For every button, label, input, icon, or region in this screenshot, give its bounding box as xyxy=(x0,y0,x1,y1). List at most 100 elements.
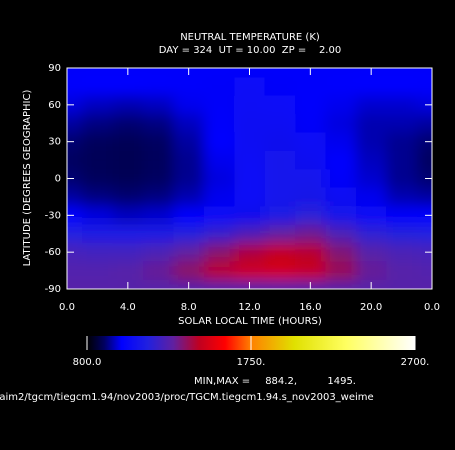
heatmap-cell xyxy=(67,187,84,208)
heatmap-cell xyxy=(325,224,357,244)
heatmap-cell xyxy=(203,132,236,152)
heatmap-cell xyxy=(234,261,266,281)
heatmap-cell xyxy=(143,77,175,97)
heatmap-cell xyxy=(295,224,327,244)
colorbar-tick-label: 800.0 xyxy=(73,357,102,368)
heatmap-cell xyxy=(173,187,205,208)
heatmap-cell xyxy=(203,187,236,208)
x-tick-label: 20.0 xyxy=(360,302,382,313)
heatmap-cell xyxy=(173,77,205,97)
heatmap-cell xyxy=(355,114,388,134)
heatmap-cell xyxy=(386,261,418,281)
heatmap-cells xyxy=(67,68,432,289)
heatmap-cell xyxy=(416,206,432,226)
heatmap-cell xyxy=(143,68,175,79)
heatmap-cell xyxy=(67,279,84,289)
heatmap-cell xyxy=(355,242,388,263)
heatmap-cell xyxy=(416,279,432,289)
x-tick-label: 0.0 xyxy=(424,302,440,313)
heatmap-cell xyxy=(203,77,236,97)
heatmap-cell xyxy=(325,68,357,79)
heatmap-cell xyxy=(82,224,114,244)
heatmap-cell xyxy=(355,187,388,208)
heatmap-cell xyxy=(82,169,114,189)
heatmap-cell xyxy=(295,132,327,152)
heatmap-cell xyxy=(143,261,175,281)
heatmap-cell xyxy=(264,187,297,208)
heatmap-cell xyxy=(264,132,297,152)
heatmap-cell xyxy=(203,114,236,134)
heatmap-cell xyxy=(234,242,266,263)
heatmap-cell xyxy=(143,279,175,289)
heatmap-cell xyxy=(386,132,418,152)
heatmap-cell xyxy=(295,169,327,189)
heatmap-cell xyxy=(234,132,266,152)
heatmap-cell xyxy=(355,261,388,281)
heatmap-cell xyxy=(295,206,327,226)
heatmap-cell xyxy=(67,206,84,226)
heatmap-cell xyxy=(203,206,236,226)
heatmap-cell xyxy=(295,242,327,263)
heatmap-cell xyxy=(67,242,84,263)
heatmap-cell xyxy=(416,132,432,152)
heatmap-cell xyxy=(203,68,236,79)
heatmap-cell xyxy=(416,95,432,116)
heatmap-cell xyxy=(173,114,205,134)
heatmap-cell xyxy=(203,150,236,171)
colorbar-tick-label: 2700. xyxy=(401,357,430,368)
heatmap-cell xyxy=(67,132,84,152)
heatmap-cell xyxy=(203,169,236,189)
heatmap-cell xyxy=(82,114,114,134)
heatmap-cell xyxy=(386,150,418,171)
heatmap-cell xyxy=(112,77,145,97)
heatmap-cell xyxy=(325,279,357,289)
heatmap-cell xyxy=(355,279,388,289)
heatmap-cell xyxy=(67,77,84,97)
heatmap-cell xyxy=(173,206,205,226)
heatmap-cell xyxy=(264,242,297,263)
x-tick-label: 0.0 xyxy=(59,302,75,313)
heatmap-cell xyxy=(386,95,418,116)
heatmap-cell xyxy=(67,150,84,171)
y-tick-label: 60 xyxy=(48,100,61,111)
heatmap-cell xyxy=(325,132,357,152)
heatmap-cell xyxy=(264,279,297,289)
heatmap-cell xyxy=(264,261,297,281)
heatmap-cell xyxy=(82,77,114,97)
x-tick-label: 4.0 xyxy=(120,302,136,313)
heatmap-cell xyxy=(67,114,84,134)
heatmap-cell xyxy=(173,242,205,263)
heatmap-cell xyxy=(112,95,145,116)
heatmap-cell xyxy=(355,224,388,244)
heatmap-cell xyxy=(264,68,297,79)
heatmap-cell xyxy=(82,68,114,79)
heatmap-cell xyxy=(173,150,205,171)
x-tick-label: 16.0 xyxy=(299,302,321,313)
heatmap xyxy=(67,68,432,289)
heatmap-cell xyxy=(386,279,418,289)
heatmap-cell xyxy=(143,169,175,189)
heatmap-cell xyxy=(295,150,327,171)
heatmap-cell xyxy=(82,261,114,281)
heatmap-cell xyxy=(386,187,418,208)
heatmap-cell xyxy=(67,169,84,189)
heatmap-cell xyxy=(203,261,236,281)
heatmap-cell xyxy=(325,150,357,171)
chart-title: NEUTRAL TEMPERATURE (K) xyxy=(180,32,320,43)
heatmap-cell xyxy=(173,224,205,244)
stats-min: 884.2, xyxy=(265,376,297,387)
heatmap-cell xyxy=(143,224,175,244)
y-axis-label: LATITUDE (DEGREES GEOGRAPHIC) xyxy=(22,90,33,267)
heatmap-cell xyxy=(416,261,432,281)
x-tick-label: 12.0 xyxy=(238,302,260,313)
heatmap-cell xyxy=(234,169,266,189)
x-tick-label: 8.0 xyxy=(181,302,197,313)
heatmap-cell xyxy=(355,68,388,79)
heatmap-cell xyxy=(416,242,432,263)
heatmap-cell xyxy=(112,169,145,189)
heatmap-cell xyxy=(295,187,327,208)
heatmap-cell xyxy=(112,132,145,152)
heatmap-cell xyxy=(234,224,266,244)
heatmap-cell xyxy=(355,77,388,97)
